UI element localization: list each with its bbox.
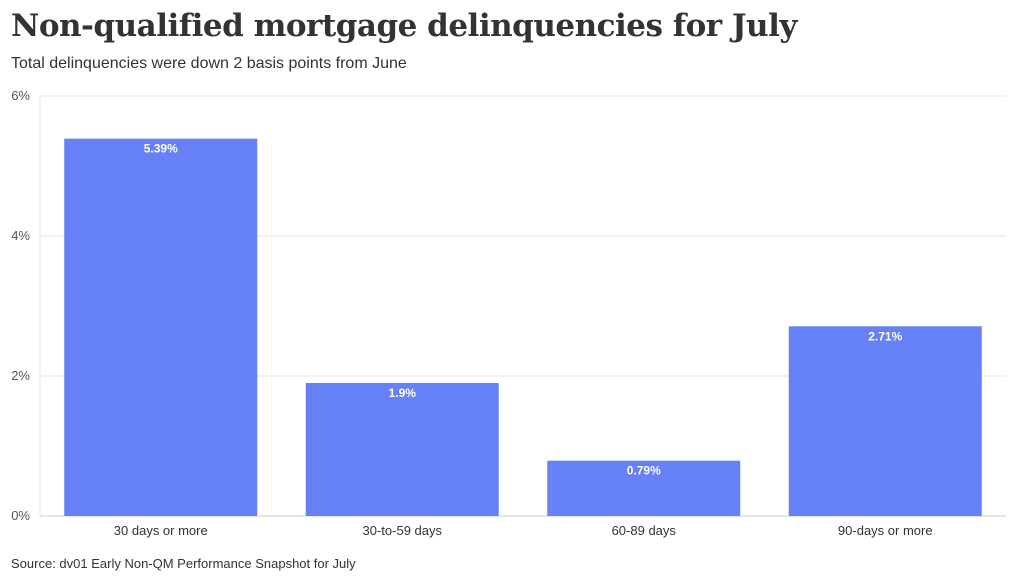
bar[interactable] [547,460,741,516]
x-category-label: 30 days or more [114,523,208,538]
bar[interactable] [788,326,982,516]
y-axis-ticks: 0% 2% 4% 6% [11,88,30,523]
data-labels: 5.39% 1.9% 0.79% 2.71% [144,142,903,478]
data-label: 2.71% [868,329,902,343]
x-category-label: 30-to-59 days [363,523,443,538]
bar[interactable] [64,138,258,516]
chart-subtitle: Total delinquencies were down 2 basis po… [11,55,407,72]
x-category-label: 60-89 days [612,523,677,538]
bars [64,138,982,516]
y-tick-label: 0% [11,508,30,523]
chart-title: Non-qualified mortgage delinquencies for… [11,8,797,44]
y-tick-label: 6% [11,88,30,103]
y-tick-label: 2% [11,368,30,383]
bar[interactable] [305,383,499,516]
data-label: 1.9% [389,386,417,400]
data-label: 0.79% [627,464,661,478]
data-label: 5.39% [144,142,178,156]
x-axis-categories: 30 days or more 30-to-59 days 60-89 days 90… [114,523,933,538]
source-note: Source: dv01 Early Non-QM Performance Sn… [11,556,356,571]
x-category-label: 90-days or more [838,523,933,538]
y-tick-label: 4% [11,228,30,243]
